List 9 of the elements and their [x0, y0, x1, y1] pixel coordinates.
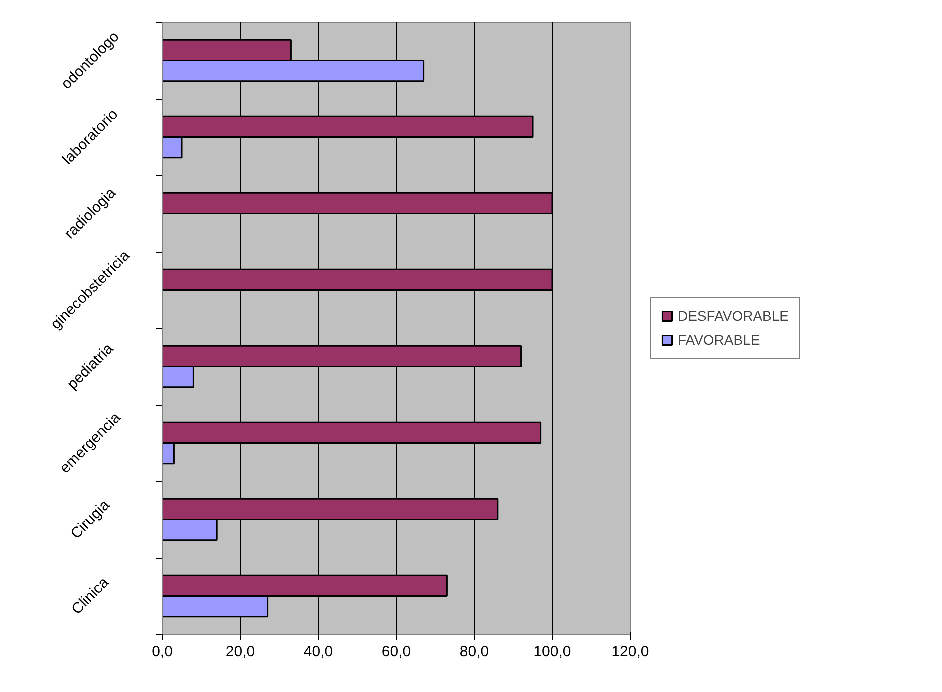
x-tick-label: 0,0 — [152, 644, 173, 660]
x-tick-label: 60,0 — [382, 644, 412, 660]
x-tick-label: 20,0 — [226, 644, 256, 660]
x-tick-label: 40,0 — [304, 644, 334, 660]
legend-label: DESFAVORABLE — [678, 308, 790, 324]
x-tick-label: 120,0 — [612, 644, 650, 660]
legend-label: FAVORABLE — [678, 332, 760, 348]
x-tick-label: 100,0 — [534, 644, 572, 660]
x-tick-label: 80,0 — [460, 644, 490, 660]
